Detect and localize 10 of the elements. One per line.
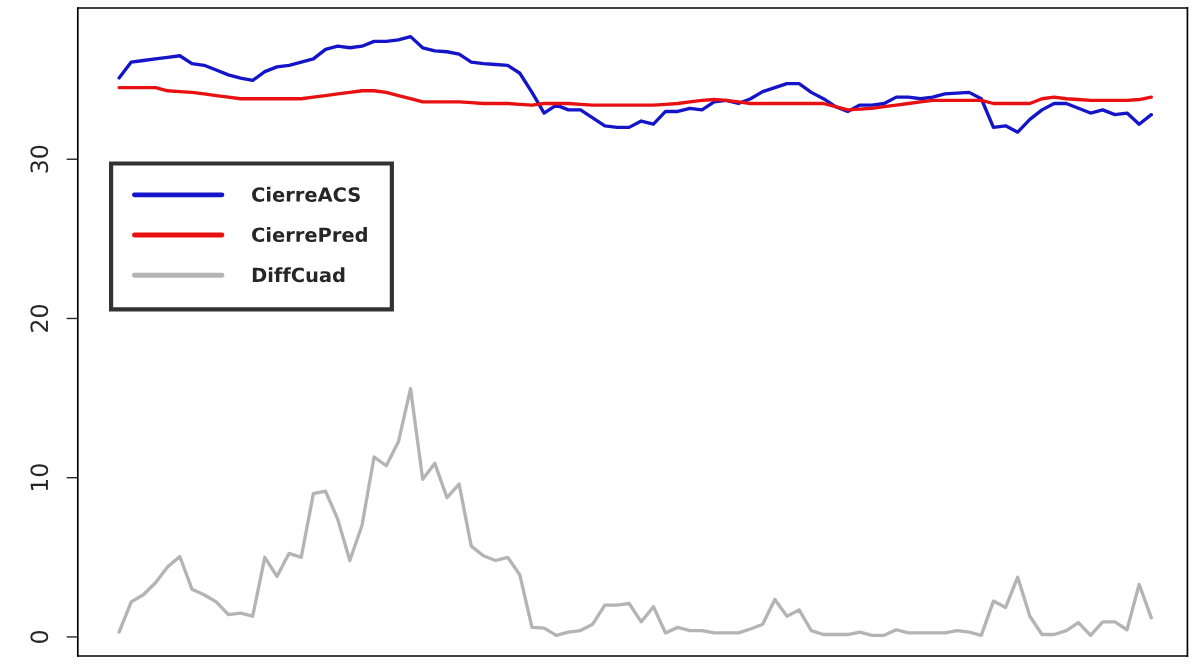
y-tick-label: 20: [30, 305, 49, 332]
legend-label: CierrePred: [252, 227, 367, 243]
y-tick-label: 10: [30, 464, 49, 491]
line-series: [117, 85, 1153, 112]
line-series: [117, 386, 1153, 637]
y-tick-label: 30: [30, 145, 49, 173]
legend-label: DiffCuad: [252, 267, 345, 283]
line-series: [117, 34, 1153, 134]
legend-label: CierreACS: [252, 186, 360, 202]
y-tick-label: 0: [30, 630, 49, 643]
